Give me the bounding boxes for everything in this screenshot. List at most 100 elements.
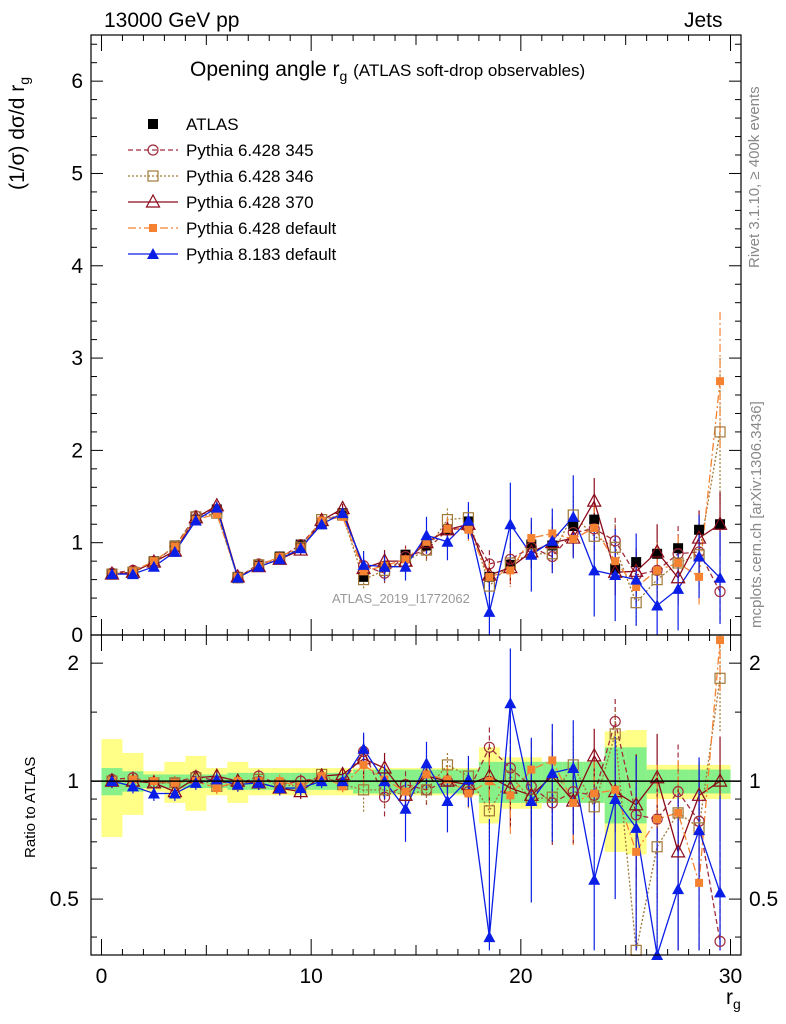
ratio-point-4-16 xyxy=(441,794,454,806)
ratio-point-3-29 xyxy=(716,636,725,645)
ratio-point-3-26 xyxy=(653,815,662,824)
ratio-point-4-12 xyxy=(357,742,370,754)
ratio-ytick-label-right-1: 1 xyxy=(749,770,761,793)
ratio-point-2-26 xyxy=(649,769,665,784)
main-point-4-20 xyxy=(527,534,536,543)
main-point-5-21 xyxy=(546,534,559,546)
ratio-ytick-label-left-2: 2 xyxy=(67,652,79,675)
legend-marker-5 xyxy=(147,248,159,259)
ratio-point-4-27 xyxy=(672,883,685,895)
ratio-point-3-3 xyxy=(170,778,179,787)
ratio-point-4-8 xyxy=(273,782,286,794)
xtick-label-2: 20 xyxy=(509,965,532,988)
ratio-point-3-19 xyxy=(506,791,515,800)
y-axis-label-sub: g xyxy=(16,76,33,85)
ratio-point-1-23 xyxy=(588,801,600,813)
main-point-2-27 xyxy=(672,557,684,569)
legend-label-2: Pythia 6.428 346 xyxy=(186,167,314,186)
main-point-1-24 xyxy=(609,535,621,547)
main-point-5-3 xyxy=(168,545,181,557)
ratio-point-1-15 xyxy=(420,784,433,796)
ratio-point-3-12 xyxy=(359,760,368,769)
main-point-3-23 xyxy=(586,492,602,507)
main-point-4-18 xyxy=(485,572,494,581)
ratio-point-0-22 xyxy=(567,786,579,798)
main-point-3-28 xyxy=(691,529,707,544)
main-point-5-12 xyxy=(357,558,370,570)
legend: ATLAS Pythia 6.428 345 Pythia 6.428 346 Pyt… xyxy=(128,115,337,264)
main-line-4 xyxy=(111,381,721,588)
ratio-point-3-15 xyxy=(422,770,431,779)
y-axis-label-text: (1/σ) dσ/d r xyxy=(6,84,29,190)
main-point-5-8 xyxy=(273,553,286,565)
main-point-4-24 xyxy=(611,557,620,566)
main-point-5-4 xyxy=(189,514,202,526)
header-right-label: Jets xyxy=(684,9,723,32)
rivet-version-label: Rivet 3.1.10, ≥ 400k events xyxy=(746,86,763,268)
ratio-point-3-24 xyxy=(611,785,620,794)
ratio-point-4-28 xyxy=(693,824,706,836)
main-point-1-23 xyxy=(588,523,600,535)
main-point-5-19 xyxy=(504,518,517,530)
main-point-2-25 xyxy=(630,597,642,609)
ratio-point-4-25 xyxy=(630,821,643,833)
legend-label-5: Pythia 8.183 default xyxy=(186,245,337,264)
main-point-3-29 xyxy=(712,515,728,530)
title-rest: (ATLAS soft-drop observables) xyxy=(353,61,586,80)
ratio-ytick-label-right-2: 2 xyxy=(749,652,761,675)
main-point-4-26 xyxy=(653,566,662,575)
legend-marker-2 xyxy=(147,170,159,182)
main-point-5-22 xyxy=(567,510,580,522)
main-point-4-29 xyxy=(716,377,725,386)
title-main: Opening angle r xyxy=(190,58,340,81)
main-line-1 xyxy=(111,508,721,592)
main-point-1-27 xyxy=(672,548,684,560)
legend-marker-1 xyxy=(147,144,159,156)
legend-label-1: Pythia 6.428 345 xyxy=(186,141,314,160)
series-lines xyxy=(111,381,721,956)
ratio-point-1-16 xyxy=(441,759,454,771)
ratio-point-3-22 xyxy=(569,798,578,807)
main-point-2-21 xyxy=(546,548,558,560)
main-point-0-26 xyxy=(652,548,663,559)
y-axis-label-ratio: Ratio to ATLAS xyxy=(22,756,39,858)
ratio-ytick-label-left-0: 0.5 xyxy=(50,888,79,911)
main-point-0-22 xyxy=(568,521,579,532)
data-markers xyxy=(104,377,728,960)
ratio-point-3-27 xyxy=(674,808,683,817)
analysis-watermark: ATLAS_2019_I1772062 xyxy=(332,591,470,606)
ratio-point-3-11 xyxy=(338,782,347,791)
main-point-5-17 xyxy=(462,514,475,526)
main-point-3-27 xyxy=(670,569,686,584)
ratio-point-3-17 xyxy=(464,789,473,798)
ratio-point-3-21 xyxy=(548,756,557,765)
main-point-5-0 xyxy=(105,568,118,580)
ratio-point-0-21 xyxy=(546,797,558,809)
main-ytick-label-1: 1 xyxy=(71,532,83,555)
ratio-point-3-5 xyxy=(212,784,221,793)
ratio-point-4-3 xyxy=(168,787,181,799)
ratio-point-2-27 xyxy=(670,843,686,858)
main-point-2-16 xyxy=(441,514,454,526)
legend-label-4: Pythia 6.428 default xyxy=(186,219,337,238)
ratio-point-1-29 xyxy=(714,672,726,684)
x-axis-label-text: r xyxy=(726,986,733,1009)
main-line-3 xyxy=(111,499,721,579)
legend-marker-0 xyxy=(148,119,158,129)
x-axis-label: rg xyxy=(726,986,741,1012)
ratio-point-4-24 xyxy=(609,793,622,805)
x-axis-label-sub: g xyxy=(733,996,741,1013)
ratio-point-4-22 xyxy=(567,762,580,774)
main-point-5-14 xyxy=(399,560,412,572)
main-point-4-12 xyxy=(359,567,368,576)
ratio-point-4-7 xyxy=(252,776,265,788)
main-point-5-28 xyxy=(693,550,706,562)
main-point-4-27 xyxy=(674,559,683,567)
ratio-point-0-27 xyxy=(672,786,684,798)
main-point-5-27 xyxy=(672,582,685,594)
main-point-0-25 xyxy=(631,557,642,568)
main-point-5-11 xyxy=(336,507,349,519)
main-point-5-10 xyxy=(315,518,328,530)
ratio-point-4-20 xyxy=(525,794,538,806)
